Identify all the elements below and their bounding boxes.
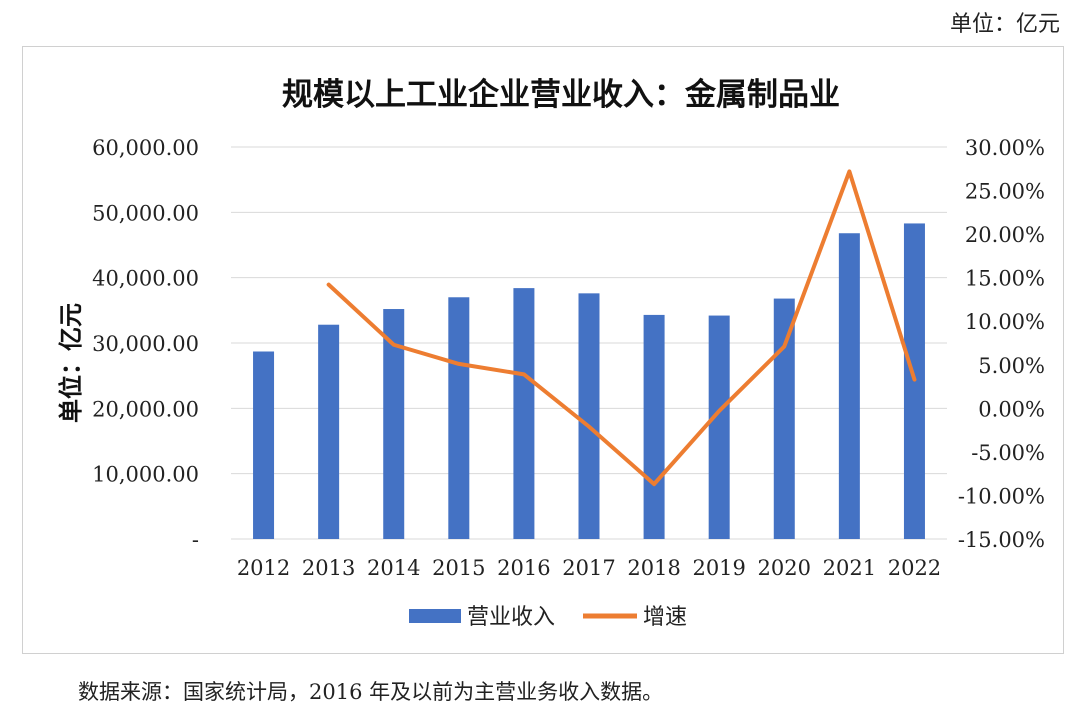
y2-tick-label: -5.00%	[971, 441, 1045, 465]
y2-tick-label: 30.00%	[965, 136, 1045, 160]
bar	[578, 293, 600, 539]
line-series	[326, 169, 917, 487]
legend: 营业收入 增速	[409, 605, 687, 630]
chart-title: 规模以上工业企业营业收入：金属制品业	[282, 77, 840, 113]
x-tick-label: 2013	[302, 556, 355, 580]
x-tick-label: 2012	[237, 556, 290, 580]
unit-label: 单位：亿元	[949, 12, 1060, 37]
y-tick-label: 20,000.00	[92, 397, 199, 421]
x-axis-ticks: 2012 2013 2014 2015 2016 2017 2018 2019 2020 2021…	[237, 556, 941, 580]
y-tick-label: 40,000.00	[92, 267, 199, 291]
bar	[773, 298, 795, 539]
legend-swatch-bar	[409, 609, 461, 623]
source-note: 数据来源：国家统计局，2016 年及以前为主营业务收入数据。	[78, 680, 664, 704]
x-tick-label: 2019	[692, 556, 745, 580]
y2-tick-label: 25.00%	[965, 180, 1045, 204]
y-tick-label: -	[192, 528, 199, 552]
x-tick-label: 2021	[823, 556, 876, 580]
y-tick-label: 60,000.00	[92, 136, 199, 160]
y-tick-label: 50,000.00	[92, 201, 199, 225]
y2-tick-label: -15.00%	[958, 528, 1045, 552]
x-tick-label: 2020	[758, 556, 811, 580]
bar	[383, 309, 405, 539]
chart-svg: 规模以上工业企业营业收入：金属制品业 单位：亿元 - 10,000.00 20,00…	[56, 77, 1045, 630]
x-tick-label: 2017	[562, 556, 615, 580]
chart-frame: 规模以上工业企业营业收入：金属制品业 单位：亿元 - 10,000.00 20,00…	[22, 46, 1064, 654]
y2-tick-label: 10.00%	[965, 310, 1045, 334]
bar	[318, 324, 340, 539]
bar	[643, 314, 665, 539]
bar	[513, 288, 535, 539]
y-axis-ticks: - 10,000.00 20,000.00 30,000.00 40,000.00 50,…	[92, 136, 199, 552]
y-tick-label: 10,000.00	[92, 463, 199, 487]
x-tick-label: 2016	[497, 556, 550, 580]
bar	[708, 315, 730, 539]
x-tick-label: 2018	[627, 556, 680, 580]
y2-tick-label: 20.00%	[965, 223, 1045, 247]
y2-tick-label: 0.00%	[978, 397, 1045, 421]
y2-tick-label: 15.00%	[965, 267, 1045, 291]
growth-line	[326, 169, 917, 487]
y2-tick-label: 5.00%	[978, 354, 1045, 378]
bar	[448, 297, 470, 539]
bar	[253, 351, 275, 539]
x-tick-label: 2022	[888, 556, 941, 580]
bar-series	[253, 223, 925, 540]
y-tick-label: 30,000.00	[92, 332, 199, 356]
y-axis-label: 单位：亿元	[56, 303, 85, 423]
y2-tick-label: -10.00%	[958, 484, 1045, 508]
x-tick-label: 2014	[367, 556, 420, 580]
bar	[838, 233, 860, 540]
y2-axis-ticks: -15.00% -10.00% -5.00% 0.00% 5.00% 10.00% 15.0…	[958, 136, 1045, 552]
x-tick-label: 2015	[432, 556, 485, 580]
legend-label: 增速	[643, 605, 687, 630]
legend-label: 营业收入	[467, 605, 555, 630]
